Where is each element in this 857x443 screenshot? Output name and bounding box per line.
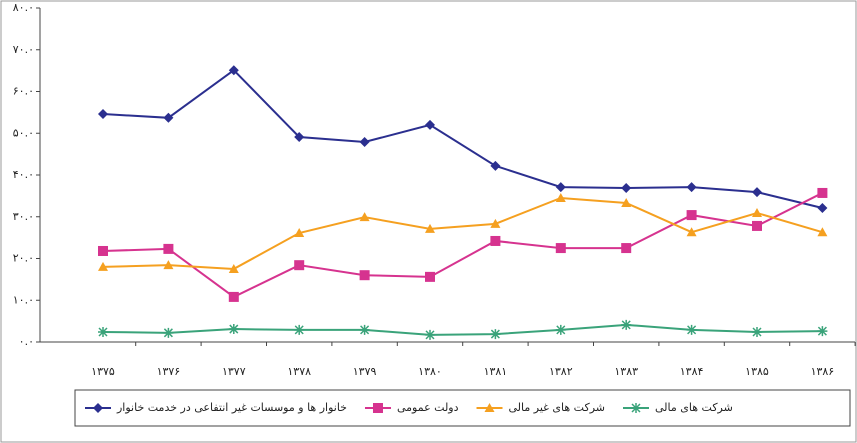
- legend-label: شرکت های مالی: [655, 401, 733, 414]
- marker: [294, 132, 305, 143]
- series-line: [102, 192, 823, 299]
- marker: [294, 324, 305, 335]
- marker: [93, 403, 103, 413]
- marker: [163, 327, 174, 338]
- x-tick-label: ۱۳۸۰: [418, 365, 442, 378]
- y-tick-label: ۲۰.۰: [13, 252, 34, 265]
- marker: [163, 260, 174, 270]
- marker: [425, 329, 435, 340]
- marker: [555, 243, 566, 254]
- marker: [425, 223, 435, 233]
- marker: [163, 112, 174, 123]
- y-tick-label: ۸۰.۰: [13, 1, 34, 14]
- marker: [490, 235, 501, 246]
- marker: [686, 227, 697, 237]
- marker: [228, 324, 239, 335]
- x-tick-label: ۱۳۸۴: [680, 365, 704, 378]
- marker: [621, 243, 632, 254]
- legend-label: شرکت های غیر مالی: [509, 401, 605, 414]
- marker: [621, 182, 632, 193]
- marker: [817, 326, 828, 337]
- y-tick-label: ۳۰.۰: [13, 210, 34, 223]
- marker: [425, 119, 435, 130]
- marker: [98, 109, 108, 120]
- marker: [294, 260, 305, 271]
- y-tick-label: ۰.۰: [19, 335, 34, 348]
- marker: [359, 270, 370, 281]
- x-tick-label: ۱۳۸۵: [745, 365, 769, 378]
- marker: [359, 137, 370, 148]
- x-tick-label: ۱۳۸۱: [484, 365, 508, 378]
- marker: [817, 227, 828, 237]
- marker: [621, 197, 632, 207]
- marker: [752, 326, 762, 337]
- marker: [555, 324, 566, 335]
- y-tick-label: ۴۰.۰: [13, 168, 34, 181]
- marker: [372, 403, 383, 413]
- legend-label: خانوار ها و موسسات غیر انتفاعی در خدمت خ…: [116, 401, 347, 414]
- marker: [228, 263, 239, 273]
- marker: [490, 160, 501, 171]
- series-line: [102, 68, 823, 209]
- marker: [490, 218, 501, 228]
- marker: [555, 182, 566, 193]
- legend-box: [74, 389, 851, 427]
- marker: [817, 187, 828, 198]
- marker: [98, 245, 108, 256]
- x-tick-label: ۱۳۸۲: [549, 365, 573, 378]
- marker: [484, 403, 495, 412]
- y-tick-label: ۷۰.۰: [13, 43, 34, 56]
- marker: [359, 212, 370, 222]
- marker: [228, 65, 239, 76]
- x-tick-label: ۱۳۷۷: [222, 365, 246, 378]
- marker: [228, 291, 239, 302]
- series-line: [102, 196, 823, 270]
- marker: [98, 261, 108, 271]
- x-tick-label: ۱۳۷۶: [157, 365, 181, 378]
- x-tick-label: ۱۳۷۹: [353, 365, 377, 378]
- marker: [490, 329, 501, 340]
- marker: [631, 403, 641, 413]
- marker: [294, 228, 305, 238]
- marker: [425, 271, 435, 282]
- marker: [359, 324, 370, 335]
- marker: [817, 202, 828, 213]
- marker: [752, 187, 762, 198]
- marker: [686, 324, 697, 335]
- series-line: [102, 323, 823, 336]
- marker: [686, 210, 697, 221]
- marker: [621, 319, 632, 330]
- marker: [752, 207, 762, 217]
- marker: [163, 243, 174, 254]
- x-tick-label: ۱۳۷۸: [287, 365, 311, 378]
- x-tick-label: ۱۳۸۶: [811, 365, 835, 378]
- y-tick-label: ۱۰.۰: [13, 293, 34, 306]
- y-tick-label: ۶۰.۰: [13, 85, 34, 98]
- legend-label: دولت عمومی: [397, 401, 459, 414]
- x-tick-label: ۱۳۷۵: [91, 365, 115, 378]
- x-tick-label: ۱۳۸۳: [614, 365, 638, 378]
- marker: [752, 220, 762, 231]
- y-tick-label: ۵۰.۰: [13, 126, 34, 139]
- marker: [686, 182, 697, 193]
- marker: [98, 326, 108, 337]
- marker: [555, 192, 566, 202]
